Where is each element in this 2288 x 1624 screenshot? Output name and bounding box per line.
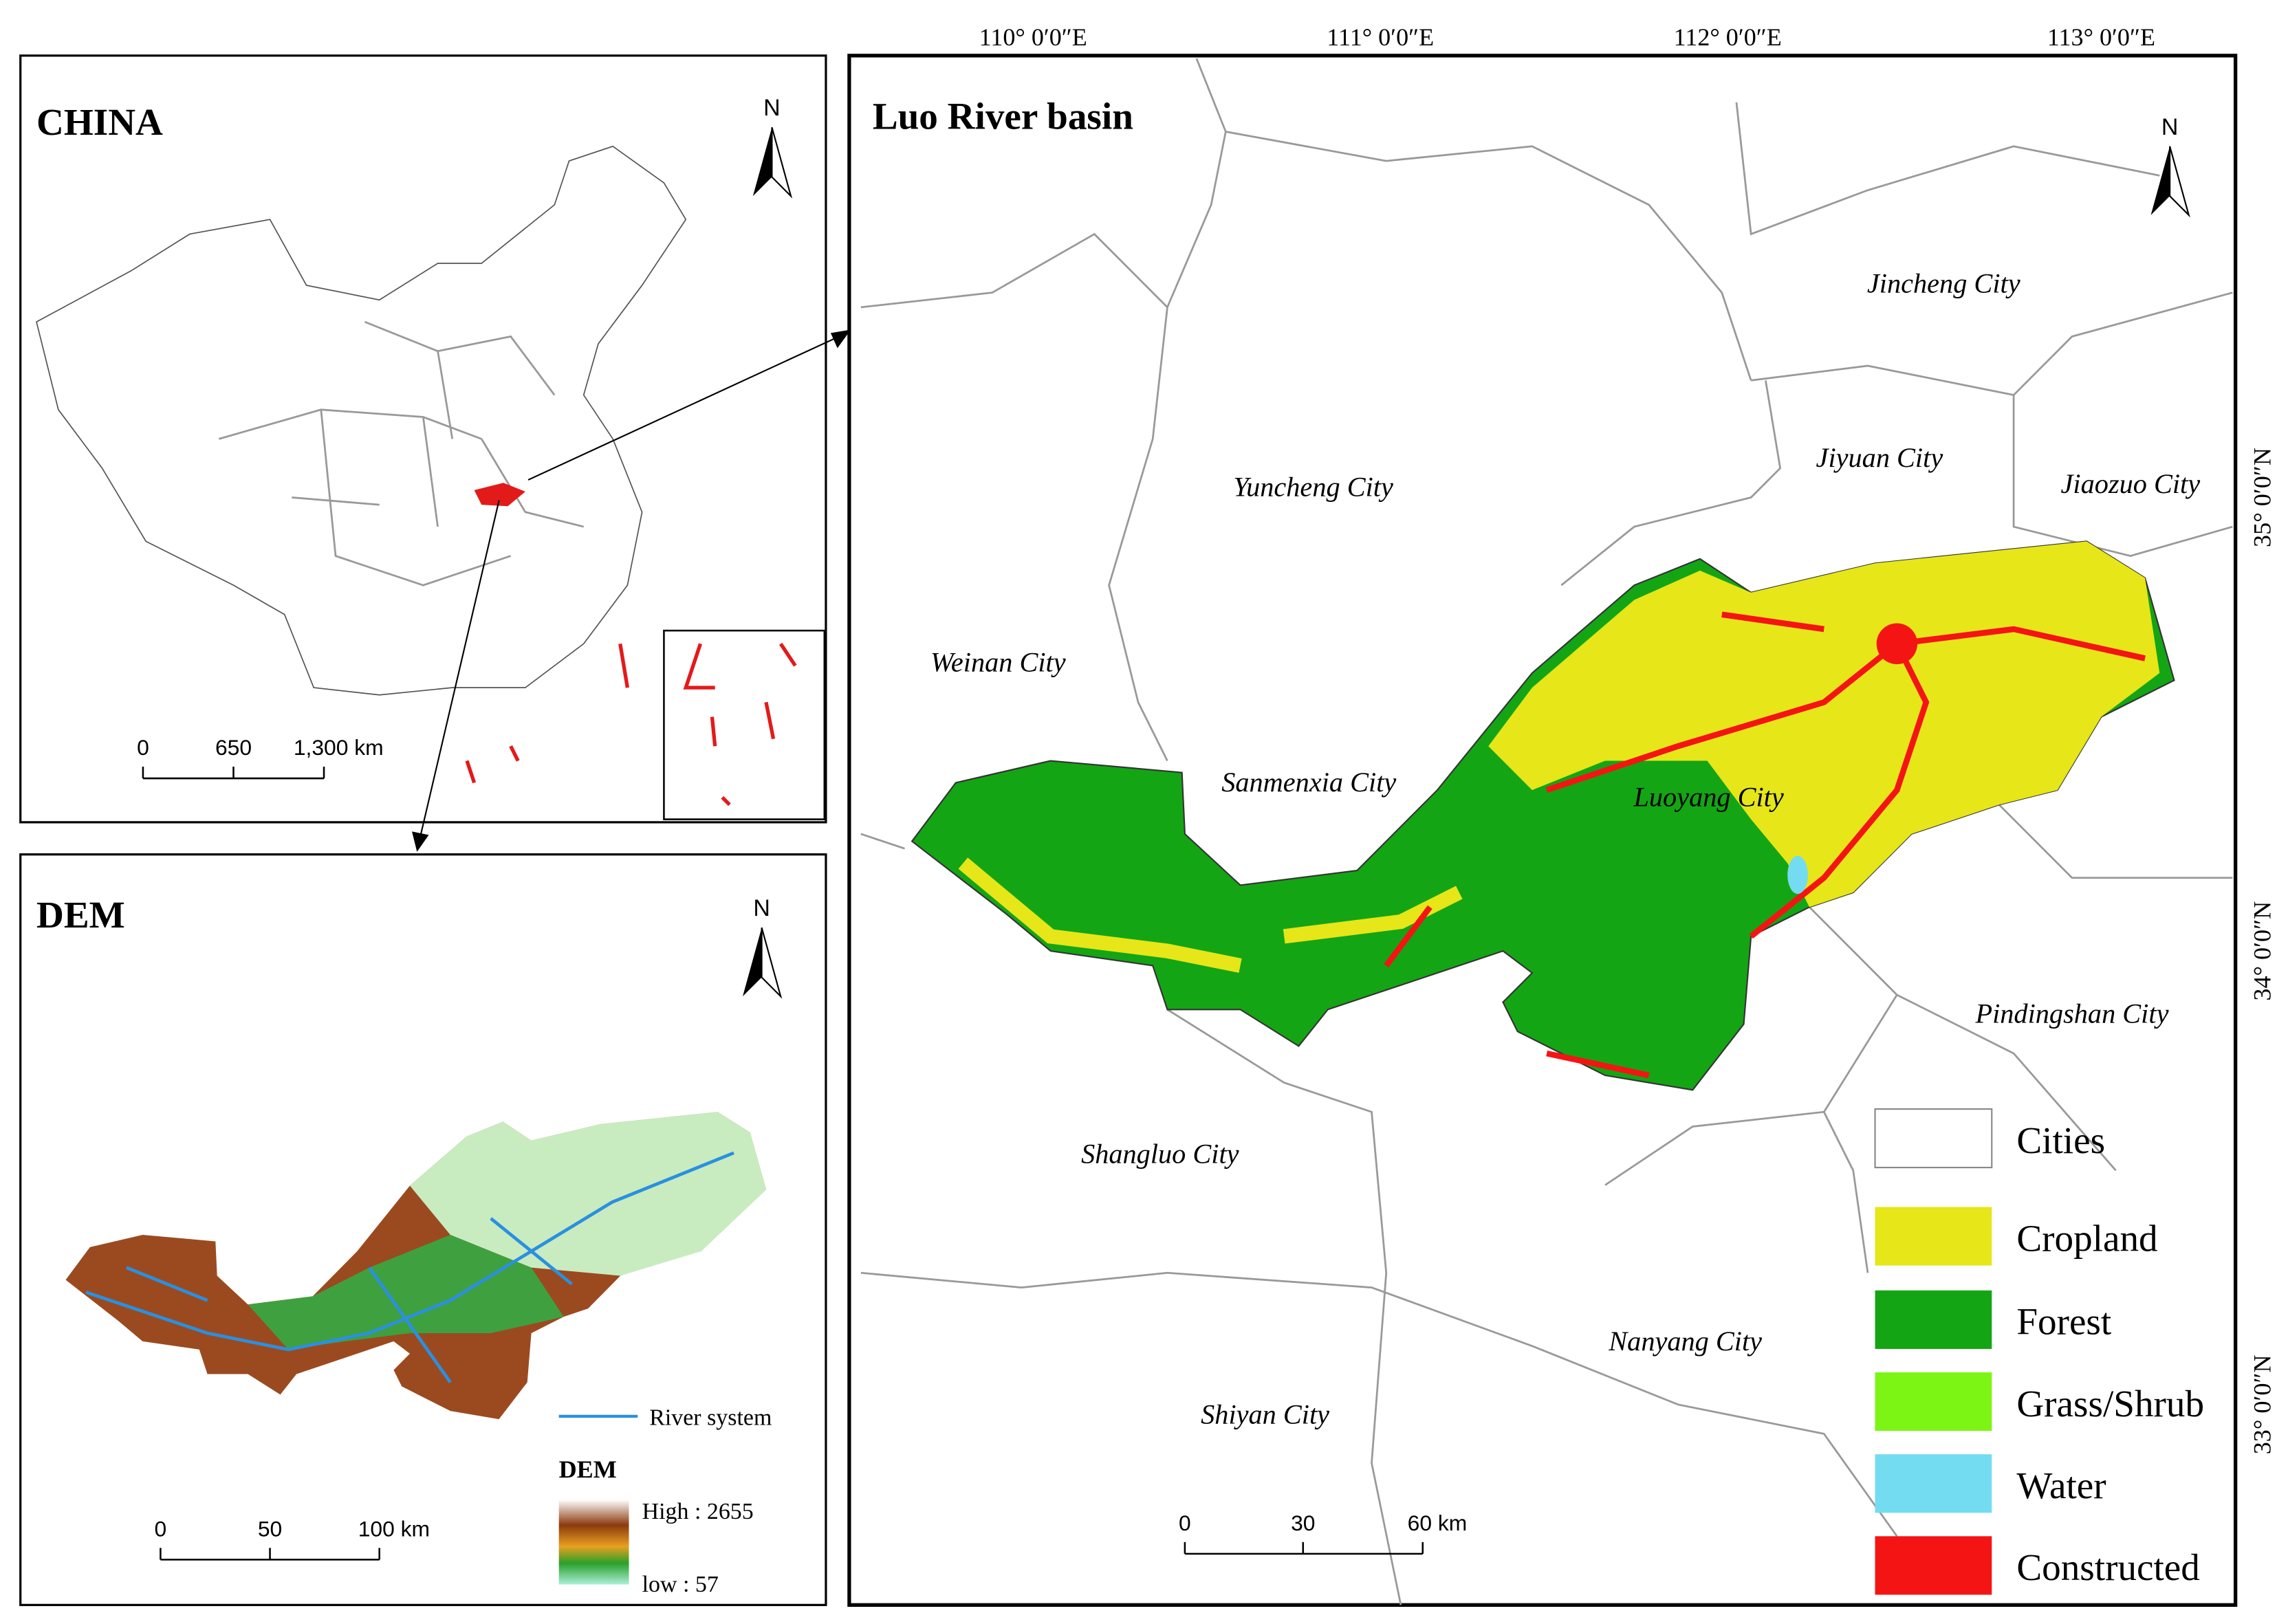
- legend-swatch: [1875, 1290, 1992, 1349]
- dem-ramp: [558, 1500, 629, 1585]
- city-label: Nanyang City: [1608, 1326, 1762, 1357]
- north-arrow: [2169, 146, 2190, 218]
- dem-map: [65, 1112, 767, 1420]
- legend-swatch: [1875, 1536, 1992, 1595]
- city-label: Jiyuan City: [1816, 442, 1943, 473]
- legend-swatch: [1875, 1372, 1992, 1431]
- city-label: Shangluo City: [1081, 1139, 1239, 1170]
- longitude-label: 113° 0′0″E: [2047, 23, 2155, 51]
- legend-label: Water: [2016, 1464, 2106, 1506]
- scale-label: 1,300 km: [294, 735, 384, 760]
- panel-title: DEM: [36, 894, 125, 936]
- north-label: N: [753, 895, 770, 921]
- latitude-label: 35° 0′0″N: [2249, 448, 2276, 547]
- islands: [465, 642, 797, 806]
- latitude-label: 33° 0′0″N: [2249, 1354, 2276, 1454]
- city-boundaries: [860, 58, 2233, 1605]
- scale-label: 650: [215, 735, 252, 760]
- legend-label: High : 2655: [642, 1499, 754, 1524]
- city-label: Jincheng City: [1867, 268, 2020, 299]
- arrows: [412, 329, 851, 852]
- graticule-labels: 110° 0′0″E 111° 0′0″E 112° 0′0″E 113° 0′0″E…: [979, 23, 2276, 1454]
- constructed-area: [1384, 611, 2146, 1079]
- scale-bars: 0 650 1,300 km 0 50 100 km 0 30 60 km: [137, 735, 1468, 1561]
- panel-frame: [19, 853, 827, 1606]
- legend-label: Cities: [2016, 1119, 2105, 1161]
- longitude-label: 110° 0′0″E: [979, 23, 1087, 51]
- north-arrow: [771, 127, 793, 199]
- north-arrow: [752, 127, 772, 197]
- city-label: Shiyan City: [1201, 1398, 1329, 1429]
- panel-frame: [847, 54, 2238, 1607]
- scale-label: 30: [1291, 1511, 1315, 1535]
- panel-title: Luo River basin: [873, 95, 1133, 137]
- basin-location: [474, 483, 525, 507]
- north-label: N: [2161, 114, 2179, 140]
- legend-title: DEM: [559, 1456, 617, 1483]
- city-labels: Jincheng City Jiyuan City Jiaozuo City Yunc…: [930, 268, 2200, 1430]
- north-arrow: [761, 927, 783, 999]
- scale-label: 50: [258, 1516, 282, 1541]
- longitude-label: 111° 0′0″E: [1327, 23, 1434, 51]
- scale-label: 100 km: [358, 1516, 430, 1541]
- legend-label: Cropland: [2016, 1217, 2157, 1259]
- legend-label: Constructed: [2016, 1546, 2200, 1588]
- inset-frame: [663, 629, 826, 820]
- north-arrow: [2150, 146, 2170, 215]
- city-label: Luoyang City: [1633, 781, 1783, 812]
- city-label: Weinan City: [930, 647, 1066, 678]
- scale-label: 0: [155, 1516, 167, 1541]
- city-label: Yuncheng City: [1233, 471, 1393, 502]
- legend-swatch: [1875, 1207, 1992, 1266]
- constructed-area: [1876, 623, 1918, 665]
- legend-swatch: [1874, 1108, 1993, 1169]
- city-label: Pindingshan City: [1974, 998, 2168, 1029]
- legend-label: Grass/Shrub: [2016, 1383, 2204, 1425]
- panel-title: CHINA: [36, 101, 163, 143]
- legend-swatch: [1875, 1454, 1992, 1513]
- scale-label: 0: [137, 735, 149, 760]
- north-label: N: [763, 95, 781, 121]
- city-label: Sanmenxia City: [1221, 767, 1396, 798]
- province-lines: [218, 320, 585, 586]
- city-label: Jiaozuo City: [2061, 468, 2201, 499]
- latitude-label: 34° 0′0″N: [2249, 901, 2276, 1001]
- north-arrow: [743, 928, 762, 997]
- legend-label: Forest: [2016, 1301, 2112, 1343]
- cropland-area: [958, 857, 1463, 973]
- water-area: [1787, 855, 1808, 895]
- china-outline: [36, 145, 687, 696]
- legend-label: low : 57: [642, 1572, 719, 1597]
- scale-label: 0: [1179, 1511, 1191, 1535]
- legend: Cities Cropland Forest Grass/Shrub Water Cons…: [1874, 1108, 2204, 1595]
- legend-label: River system: [649, 1405, 772, 1431]
- scale-label: 60 km: [1408, 1511, 1468, 1535]
- longitude-label: 112° 0′0″E: [1674, 23, 1782, 51]
